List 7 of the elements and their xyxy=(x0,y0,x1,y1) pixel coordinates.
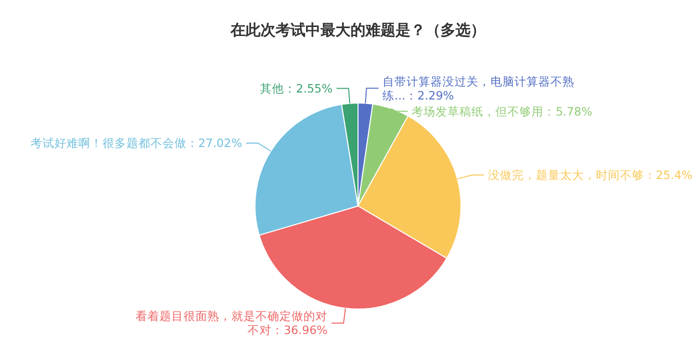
slice-label: 考场发草稿纸，但不够用：5.78% xyxy=(412,104,592,118)
chart-title: 在此次考试中最大的难题是？（多选） xyxy=(230,21,486,39)
slice-label: 考试好难啊！很多题都不会做：27.02% xyxy=(30,136,242,150)
slice-label: 自带计算器没过关，电脑计算器不熟练...：2.29% xyxy=(382,74,574,102)
slice-label: 看着题目很面熟，就是不确定做的对不对：36.96% xyxy=(136,309,328,338)
slice-label: 没做完，题量太大，时间不够：25.4% xyxy=(488,168,692,182)
slice-label: 其他：2.55% xyxy=(260,81,333,96)
